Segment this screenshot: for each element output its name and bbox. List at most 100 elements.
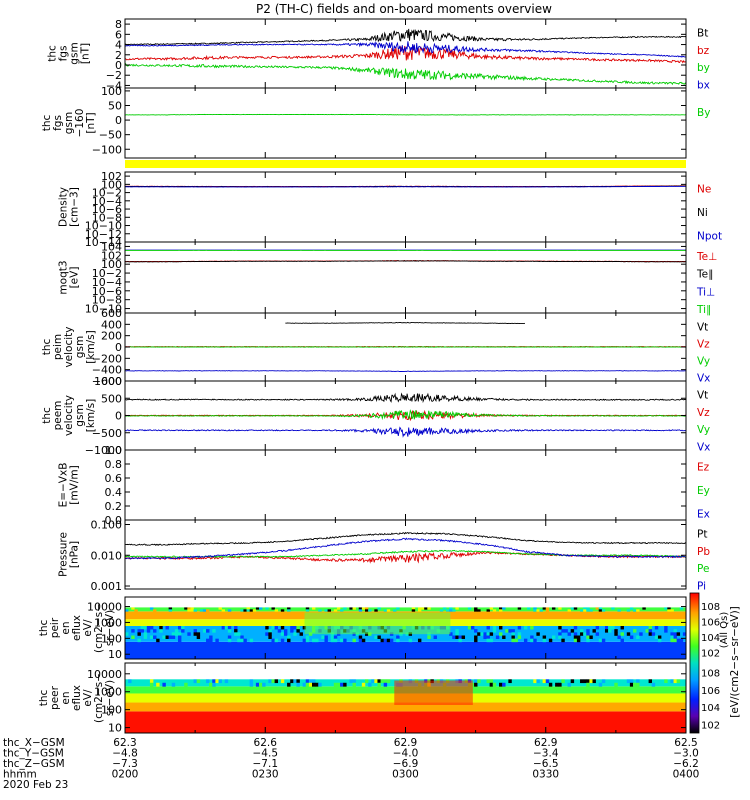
spectrogram-cell [629, 682, 634, 687]
spectrogram-cell [221, 625, 226, 630]
spectrogram-cell [274, 638, 279, 643]
spectrogram-cell [477, 679, 481, 684]
y-tick-label: 10000 [87, 601, 122, 614]
spectrogram-cell [280, 609, 285, 612]
spectrogram-cell [667, 607, 671, 610]
spectrogram-cell [271, 679, 275, 684]
y-tick-label: 100 [101, 632, 122, 645]
series-Vt [124, 392, 687, 404]
y-tick-label: 100 [101, 178, 122, 191]
spectrogram-cell [202, 609, 207, 612]
spectrogram-cell [199, 609, 204, 612]
spectrogram-cell [483, 635, 487, 639]
spectrogram-cell [533, 638, 537, 643]
spectrogram-cell [302, 638, 307, 643]
spectrogram-cell [159, 625, 163, 630]
spectrogram-cell [386, 679, 391, 684]
spectrogram-cell [312, 638, 316, 643]
spectrogram-cell [305, 609, 310, 612]
spectrogram-cell [352, 682, 356, 687]
panel-frame [124, 449, 687, 521]
spectrogram-cell [536, 609, 540, 612]
legend-Pi: Pi [697, 580, 706, 592]
colorbar-scale [689, 592, 700, 734]
series-Npot [124, 185, 687, 188]
y-label-line: Density [58, 187, 70, 227]
spectrogram-cell [673, 638, 677, 643]
y-tick-label: 200 [101, 330, 122, 343]
spectrogram-cell [386, 638, 391, 643]
y-tick-label: −2 [106, 69, 122, 82]
y-label-line: thc [41, 407, 53, 424]
spectrogram-cell [315, 638, 319, 643]
spectrogram-cell [215, 679, 219, 684]
series-Vy [124, 346, 686, 348]
spectrogram-cell [324, 609, 328, 612]
y-tick-label: 10000 [87, 668, 122, 681]
x-axis-value: −4.5 [253, 748, 279, 760]
spectrogram-cell [670, 632, 674, 636]
spectrogram-cell [196, 679, 201, 684]
spectrogram-cell [193, 632, 197, 636]
spectrogram-cell [499, 607, 503, 610]
x-axis-value: 62.6 [254, 737, 278, 749]
x-axis-value: 0300 [392, 769, 419, 781]
y-tick-label: 104 [101, 240, 122, 253]
panel-frame [124, 171, 687, 243]
spectrogram-cell [305, 679, 310, 684]
y-label-line: gsm [74, 336, 86, 358]
colorbar-tick-label: 106 [701, 686, 720, 697]
spectrogram-cell [349, 607, 353, 610]
y-tick-label: 400 [101, 318, 122, 331]
spectrogram-cell [586, 635, 590, 639]
spectrogram-cell [542, 635, 547, 639]
spectrogram-cell [364, 607, 369, 610]
colorbar-tick-label: 106 [701, 617, 720, 628]
spectrogram-cell [517, 632, 522, 636]
spectrogram-cell [227, 638, 232, 643]
event-region [304, 612, 451, 635]
y-axis-label: thc peer en eflux eV/(cm2−s− sr−eV) [38, 673, 116, 723]
spectrogram-cell [271, 638, 275, 643]
spectrogram-cell [673, 632, 677, 636]
y-label-line: peim [52, 334, 64, 360]
spectrogram-cell [611, 625, 615, 630]
spectrogram-cell [580, 632, 584, 636]
spectrogram-cell [601, 638, 606, 643]
x-axis-table: thc_X−GSM 62.3 62.6 62.9 62.9 62.5 thc_Y−GSM −4… [3, 737, 699, 791]
spectrogram-cell [305, 638, 310, 643]
spectrogram-cell [336, 682, 341, 687]
y-label-line: −160 [74, 109, 86, 138]
spectrogram-cell [227, 629, 232, 633]
spectrogram-cell [177, 632, 182, 636]
spectrogram-cell [421, 607, 425, 610]
spectrogram-cell [196, 632, 201, 636]
spectrogram-cell [165, 625, 169, 630]
spectrogram-cell [626, 679, 631, 684]
spectrogram-cell [249, 609, 254, 612]
legend-Vy: Vy [697, 424, 710, 436]
spectrogram-cell [636, 635, 640, 639]
spectrogram-cell [259, 607, 263, 610]
spectrogram-cell [474, 638, 478, 643]
spectrogram-cell [508, 629, 512, 633]
spectrogram-cell [639, 632, 643, 636]
spectrogram-cell [458, 638, 462, 643]
spectrogram-cell [548, 638, 553, 643]
spectrogram-cell [153, 609, 157, 612]
spectrogram-cell [489, 638, 494, 643]
y-label-line: eV/ [82, 689, 94, 707]
y-tick-label: 0.100 [91, 518, 123, 531]
y-label-line: (cm2−s− [93, 603, 105, 653]
spectrogram-cell [511, 635, 515, 639]
spectrogram-cell [492, 682, 497, 687]
spectrogram-cell [411, 607, 416, 610]
spectrogram-cell [551, 607, 556, 610]
spectrogram-cell [598, 682, 603, 687]
spectrogram-cell [389, 638, 394, 643]
spectrogram-cell [505, 629, 509, 633]
spectrogram-cell [218, 679, 222, 684]
spectrogram-cell [330, 638, 335, 643]
spectrogram-cell [336, 607, 341, 610]
